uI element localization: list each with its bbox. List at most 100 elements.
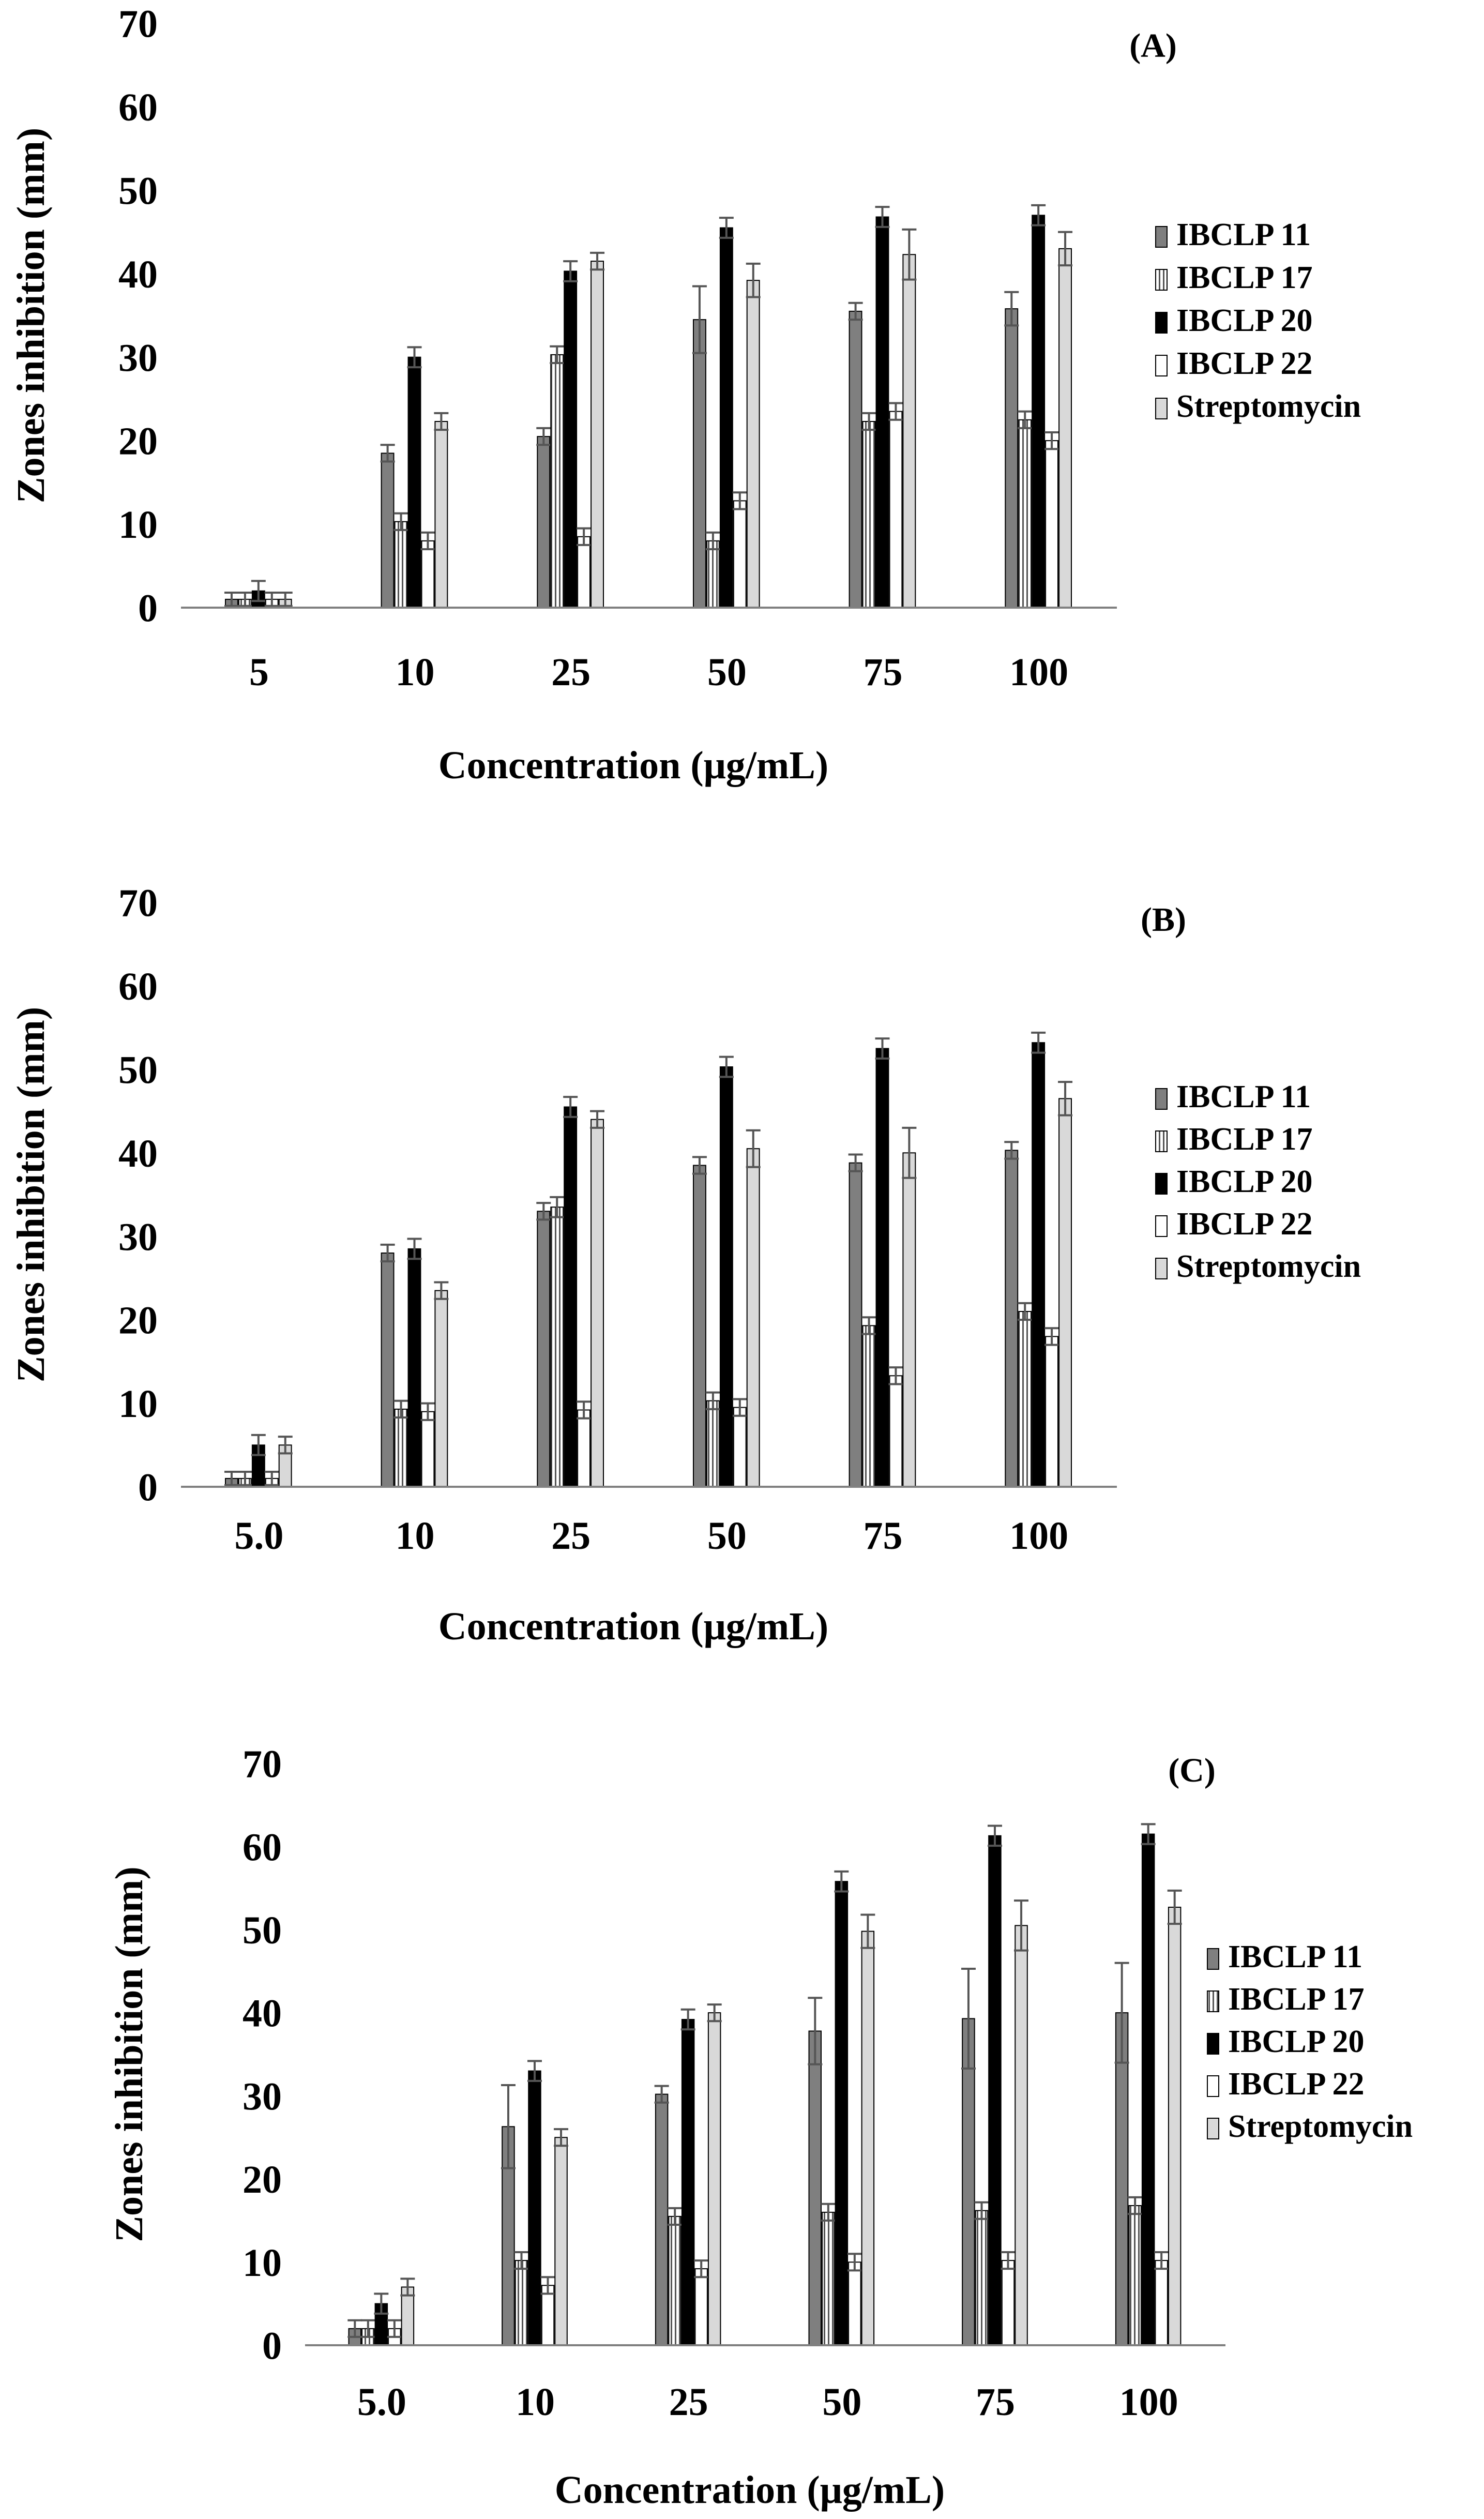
bar-ibclp-11-10	[381, 452, 395, 609]
error-bar-ibclp-22-75	[1001, 2251, 1016, 2270]
bar-ibclp-17-10	[394, 1408, 408, 1487]
x-tick-label: 25	[669, 2380, 708, 2424]
y-tick-label: 10	[243, 2241, 282, 2285]
error-bar-ibclp-20-10	[407, 346, 422, 369]
y-tick-label: 50	[118, 1048, 158, 1092]
bar-ibclp-11-25	[537, 1211, 551, 1488]
error-bar-ibclp-20-5	[251, 580, 266, 602]
error-bar-ibclp-11-100	[1004, 291, 1019, 327]
bar-ibclp-20-25	[564, 1106, 578, 1487]
legend-swatch-ibclp-11	[1155, 1088, 1168, 1110]
y-tick-label: 20	[118, 420, 158, 463]
error-bar-ibclp-17-10	[393, 512, 408, 531]
bar-ibclp-17-10	[514, 2260, 528, 2346]
bar-ibclp-17-25	[550, 1206, 564, 1487]
legend-swatch-streptomycin	[1207, 2118, 1219, 2139]
y-tick-label: 50	[243, 1909, 282, 1952]
y-tick-label: 40	[118, 1132, 158, 1175]
bar-ibclp-20-10	[407, 356, 421, 608]
error-bar-ibclp-20-10	[527, 2060, 542, 2082]
bar-ibclp-17-50	[706, 540, 720, 609]
bar-ibclp-22-50	[733, 1407, 747, 1488]
error-bar-ibclp-17-5	[237, 591, 252, 607]
bar-ibclp-20-25	[681, 2019, 695, 2346]
legend-label-ibclp-22: IBCLP 22	[1176, 346, 1313, 381]
legend-label-ibclp-20: IBCLP 20	[1176, 303, 1313, 338]
error-bar-ibclp-11-25	[536, 1202, 551, 1221]
error-bar-ibclp-11-75	[848, 301, 863, 321]
bar-ibclp-11-25	[537, 436, 551, 608]
bar-ibclp-11-75	[849, 310, 862, 608]
y-axis-title: Zones inhibition (mm)	[9, 1007, 53, 1382]
bar-ibclp-17-100	[1128, 2205, 1142, 2346]
bar-ibclp-11-75	[849, 1162, 862, 1487]
legend-swatch-ibclp-22	[1155, 355, 1168, 376]
y-tick-label: 0	[262, 2325, 282, 2368]
error-bar-ibclp-17-25	[550, 1196, 565, 1218]
error-bar-ibclp-17-100	[1128, 2196, 1143, 2215]
bar-ibclp-17-10	[394, 521, 408, 609]
bar-ibclp-17-50	[706, 1400, 720, 1487]
error-bar-ibclp-11-5.0	[224, 1470, 239, 1486]
error-bar-ibclp-22-10	[420, 531, 435, 550]
bar-ibclp-22-75	[889, 411, 903, 608]
error-bar-ibclp-22-25	[694, 2259, 709, 2279]
y-tick-label: 30	[118, 336, 158, 380]
error-bar-ibclp-11-75	[848, 1153, 863, 1172]
bar-ibclp-11-50	[693, 1165, 706, 1487]
error-bar-ibclp-22-5.0	[387, 2319, 402, 2338]
error-bar-ibclp-11-100	[1114, 1962, 1129, 2064]
error-bar-streptomycin-25	[590, 1110, 605, 1129]
bar-ibclp-22-10	[421, 1411, 435, 1487]
error-bar-ibclp-22-50	[732, 1398, 747, 1417]
legend-label-ibclp-17: IBCLP 17	[1228, 1982, 1365, 2017]
y-tick-label: 30	[118, 1215, 158, 1259]
y-axis-title: Zones inhibition (mm)	[108, 1866, 151, 2242]
error-bar-ibclp-20-25	[563, 260, 578, 282]
bar-streptomycin-100	[1058, 248, 1072, 608]
bar-ibclp-20-75	[988, 1835, 1002, 2346]
error-bar-ibclp-11-50	[808, 1997, 823, 2065]
legend-label-streptomycin: Streptomycin	[1228, 2109, 1413, 2144]
error-bar-ibclp-20-50	[719, 217, 734, 239]
error-bar-ibclp-22-10	[540, 2276, 555, 2295]
x-tick-label: 10	[396, 651, 435, 694]
error-bar-ibclp-22-10	[420, 1402, 435, 1421]
y-tick-label: 70	[243, 1743, 282, 1786]
error-bar-ibclp-11-25	[654, 2085, 669, 2104]
x-tick-label: 75	[864, 1514, 903, 1558]
legend: IBCLP 11 IBCLP 17 IBCLP 20 IBCLP 22 Streptom…	[1155, 217, 1361, 424]
panel-label: (C)	[1168, 1752, 1216, 1789]
bar-streptomycin-50	[861, 1930, 875, 2346]
error-bar-ibclp-11-50	[692, 285, 707, 354]
y-tick-label: 50	[118, 169, 158, 213]
error-bar-streptomycin-50	[746, 1129, 761, 1168]
error-bar-ibclp-17-75	[974, 2201, 989, 2220]
x-tick-label: 10	[396, 1514, 435, 1558]
legend-swatch-streptomycin	[1155, 1258, 1168, 1279]
bar-ibclp-22-25	[577, 536, 590, 609]
bar-ibclp-20-50	[835, 1881, 849, 2346]
x-tick-label: 25	[551, 651, 590, 694]
bar-ibclp-11-100	[1005, 1150, 1019, 1487]
legend-label-ibclp-11: IBCLP 11	[1228, 1939, 1362, 1974]
x-tick-label: 75	[864, 651, 903, 694]
bar-streptomycin-50	[746, 1148, 760, 1487]
y-tick-label: 60	[118, 86, 158, 129]
error-bar-ibclp-20-75	[875, 1037, 890, 1060]
error-bar-ibclp-17-50	[705, 1391, 720, 1410]
bar-ibclp-17-75	[862, 1325, 876, 1487]
bar-streptomycin-75	[902, 254, 916, 608]
error-bar-ibclp-11-5	[224, 591, 239, 607]
legend-label-ibclp-22: IBCLP 22	[1228, 2067, 1365, 2102]
error-bar-streptomycin-75	[902, 1126, 917, 1179]
error-bar-ibclp-17-25	[550, 345, 565, 365]
bar-streptomycin-75	[902, 1152, 916, 1488]
bar-streptomycin-75	[1014, 1925, 1028, 2346]
bar-streptomycin-25	[590, 261, 604, 609]
bar-ibclp-22-25	[577, 1409, 590, 1487]
error-bar-ibclp-11-25	[536, 427, 551, 446]
error-bar-ibclp-11-50	[692, 1156, 707, 1175]
error-bar-streptomycin-75	[1014, 1899, 1029, 1952]
